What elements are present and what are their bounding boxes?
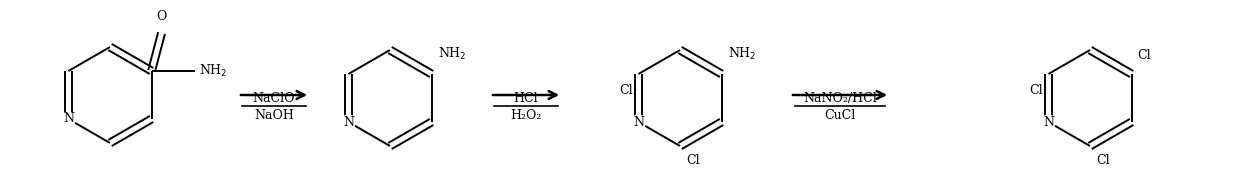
- Text: Cl: Cl: [619, 84, 632, 97]
- Circle shape: [341, 115, 356, 129]
- Circle shape: [62, 112, 76, 126]
- Text: H₂O₂: H₂O₂: [511, 109, 542, 122]
- Text: N: N: [343, 115, 353, 128]
- Text: N: N: [1043, 115, 1054, 128]
- Text: NH$_2$: NH$_2$: [728, 46, 756, 62]
- Text: NH$_2$: NH$_2$: [198, 63, 227, 79]
- Text: CuCl: CuCl: [825, 109, 856, 122]
- Text: NaNO₂/HCl: NaNO₂/HCl: [804, 92, 877, 105]
- Text: Cl: Cl: [1137, 49, 1151, 62]
- Text: Cl: Cl: [1096, 154, 1110, 167]
- Text: N: N: [632, 115, 644, 128]
- Text: N: N: [63, 113, 74, 126]
- Circle shape: [1042, 115, 1055, 129]
- Text: NaClO: NaClO: [253, 92, 295, 105]
- Circle shape: [631, 115, 646, 129]
- Text: Cl: Cl: [1029, 84, 1043, 97]
- Text: NH$_2$: NH$_2$: [438, 46, 466, 62]
- Text: NaOH: NaOH: [254, 109, 294, 122]
- Text: O: O: [156, 10, 166, 23]
- Text: Cl: Cl: [686, 154, 699, 167]
- Text: HCl: HCl: [513, 92, 538, 105]
